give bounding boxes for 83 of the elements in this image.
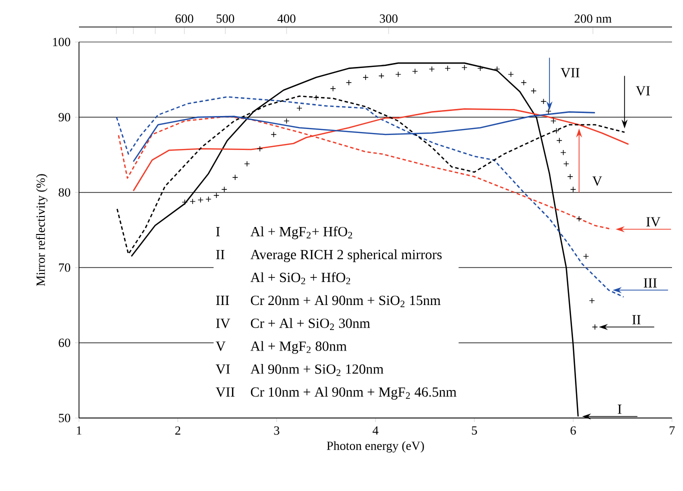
point	[190, 198, 196, 204]
text: VI	[216, 364, 230, 374]
text: V	[592, 176, 602, 186]
point	[346, 80, 352, 86]
point	[520, 80, 527, 86]
annotation: Cr + Al + SiO$_{2}$ 30nm	[250, 318, 370, 330]
x-tick-label: 4	[372, 426, 378, 435]
x-tick-label: 1	[76, 426, 82, 435]
text: V	[216, 342, 226, 351]
x-tick-label: 3	[274, 426, 280, 435]
point	[508, 71, 514, 78]
point	[567, 174, 574, 180]
point	[570, 186, 576, 192]
point	[462, 64, 468, 71]
point	[576, 216, 582, 222]
point	[256, 146, 263, 152]
x-tick-label: 2	[175, 426, 180, 435]
point	[550, 118, 556, 124]
point	[296, 105, 302, 112]
x-tick-label: 5	[472, 426, 477, 435]
legend-label: III	[644, 278, 657, 288]
text: III	[216, 296, 230, 305]
point	[530, 88, 537, 94]
annotation: Al + SiO$_{2}$ + HfO$_{2}$	[250, 272, 350, 284]
text: 400	[277, 14, 296, 23]
y-tick-label: 80	[58, 188, 70, 197]
legend-label: I	[618, 404, 622, 414]
annotation: Average RICH 2 spherical mirrors	[250, 249, 442, 262]
y-axis-title: Mirror reflectivity (%)	[36, 174, 48, 286]
point	[213, 192, 220, 198]
point	[284, 118, 290, 124]
x-axis-title: Photon energy (eV)	[326, 441, 424, 453]
y-tick-label: 60	[58, 338, 70, 348]
point	[412, 68, 418, 74]
point	[583, 253, 589, 260]
legend-label: IV	[646, 217, 660, 227]
annotation: Cr 20nm + Al 90nm + SiO$_{2}$ 15nm	[250, 295, 441, 308]
point	[378, 72, 384, 79]
text: IV	[216, 318, 230, 328]
text: II	[216, 250, 224, 260]
point	[270, 132, 277, 138]
text: VI	[636, 86, 650, 96]
text: VII	[560, 68, 580, 78]
x-tick-label: 6	[570, 426, 576, 435]
line-series	[132, 111, 596, 162]
point	[182, 199, 188, 206]
point	[313, 94, 320, 101]
point	[589, 298, 595, 304]
text: 600	[176, 14, 194, 23]
y-tick-label: 70	[59, 263, 70, 272]
point	[198, 196, 204, 203]
annotation: Al + MgF$_{2}$+ HfO$_{2}$	[250, 226, 352, 240]
x-tick-label: 7	[670, 426, 675, 434]
text: VII	[216, 387, 234, 397]
text: I	[216, 227, 220, 236]
y-tick-label: 50	[58, 414, 70, 422]
y-tick-label: 100	[53, 38, 70, 46]
point	[221, 186, 228, 192]
point	[428, 66, 435, 72]
point	[444, 65, 451, 72]
point	[546, 108, 552, 114]
point	[494, 66, 500, 72]
point	[560, 150, 566, 156]
point	[556, 138, 562, 144]
point	[540, 98, 546, 104]
point	[206, 196, 212, 202]
y-tick-label: 90	[58, 113, 70, 122]
point	[592, 324, 598, 330]
text: 500	[216, 14, 234, 23]
text: 200 nm	[574, 14, 612, 23]
point	[244, 160, 250, 167]
point	[330, 86, 336, 92]
annotation: Al 90nm + SiO$_{2}$ 120nm	[250, 364, 384, 376]
point	[395, 71, 402, 78]
annotation: Cr 10nm + Al 90nm + MgF$_{2}$ 46.5nm	[250, 386, 456, 400]
point	[362, 74, 369, 80]
point	[553, 128, 560, 134]
legend-label: II	[632, 315, 641, 324]
annotation: Al + MgF$_{2}$ 80nm	[250, 341, 347, 354]
point	[563, 160, 570, 167]
point	[232, 174, 238, 180]
text: 300	[380, 14, 398, 23]
point	[477, 65, 484, 72]
